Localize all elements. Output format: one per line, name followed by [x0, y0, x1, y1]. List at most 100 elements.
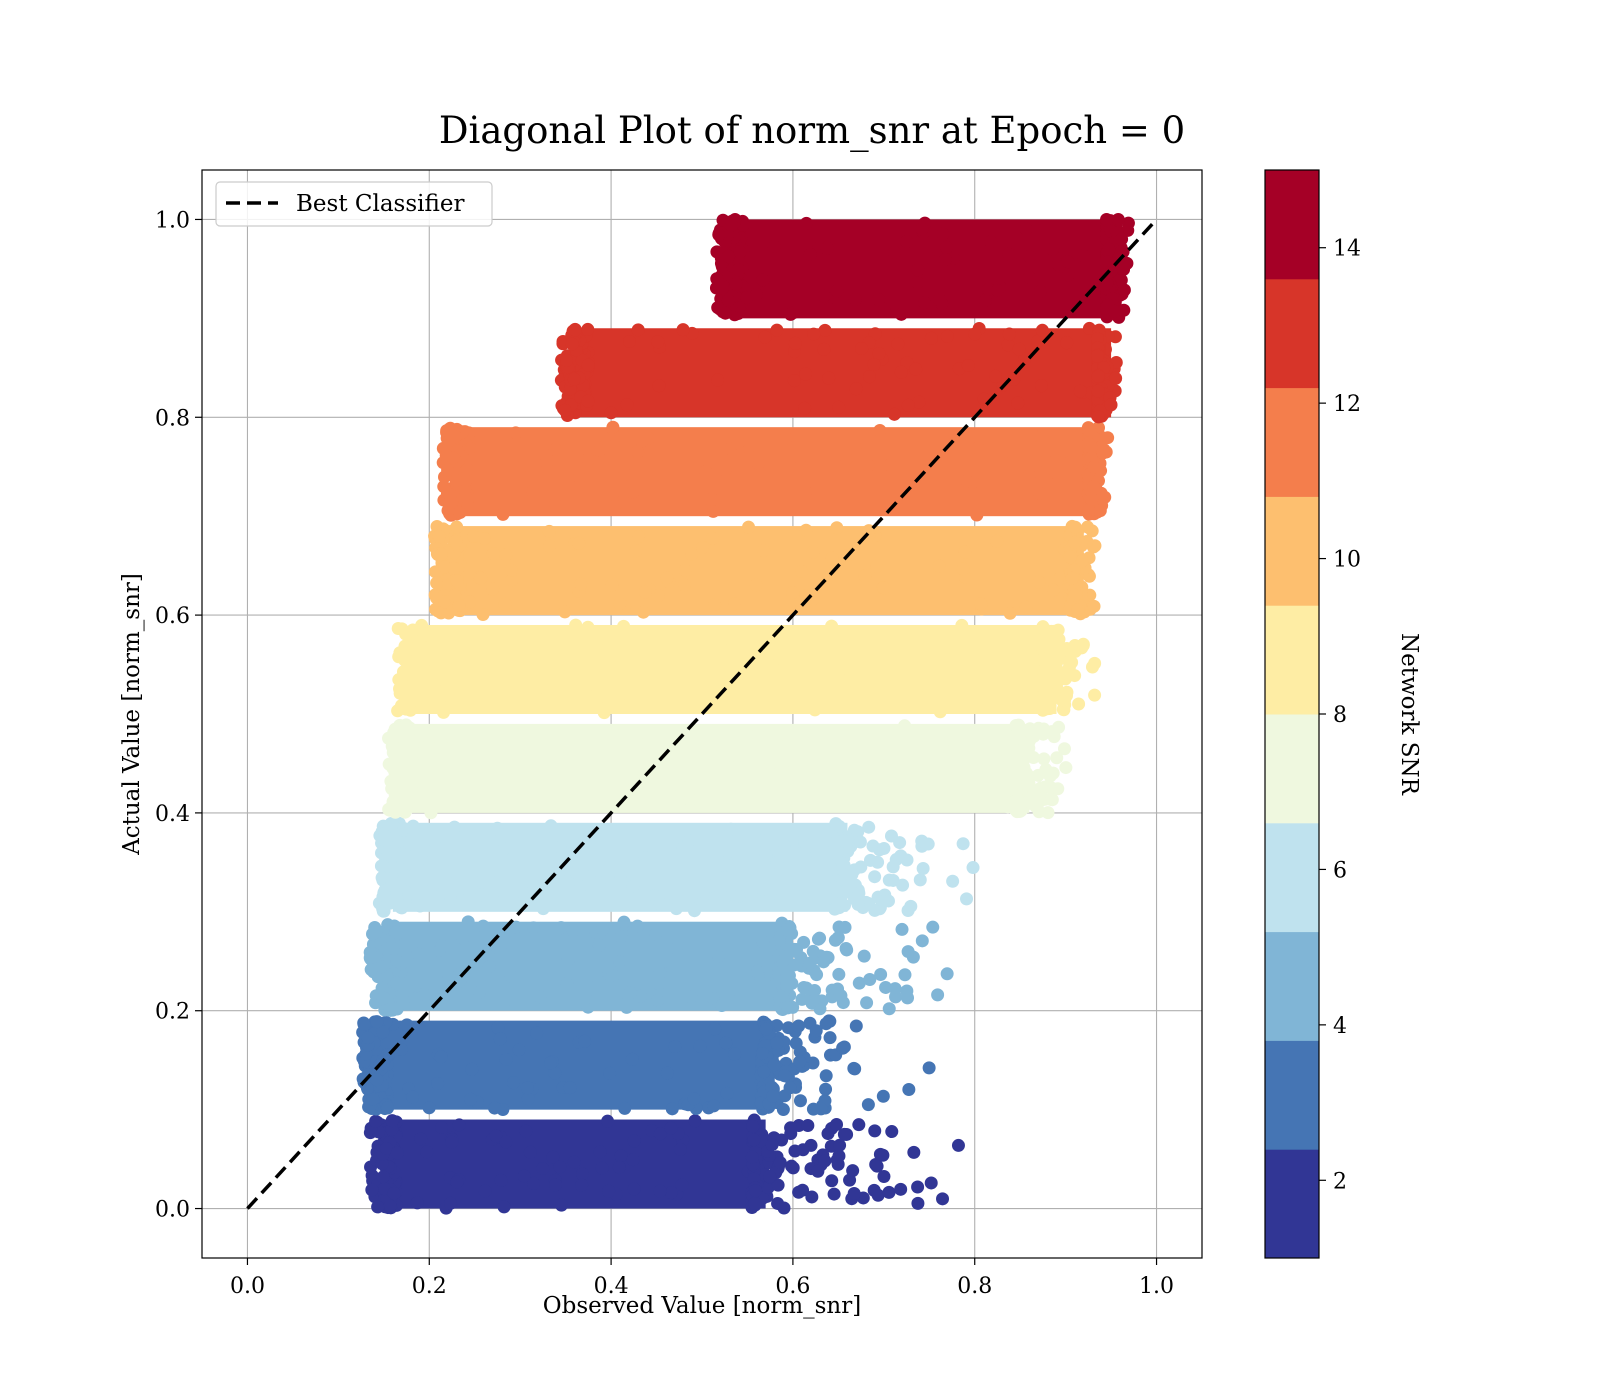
y-tick-label: 1.0 [155, 208, 190, 233]
data-point [406, 1090, 420, 1104]
data-point [645, 755, 659, 769]
data-point [651, 335, 665, 349]
data-point [763, 1169, 777, 1183]
data-point [853, 835, 867, 849]
data-point [397, 821, 411, 835]
data-point [1036, 620, 1050, 634]
colorbar-tick-label: 6 [1333, 858, 1347, 883]
band-core [447, 526, 1084, 616]
data-point [968, 327, 982, 341]
data-point [507, 1076, 521, 1090]
data-point [581, 358, 595, 372]
data-point [449, 534, 463, 548]
data-point [895, 922, 909, 936]
data-point [712, 228, 726, 242]
data-point [613, 954, 627, 968]
data-point [604, 406, 618, 420]
band-core [374, 1020, 775, 1110]
data-point [1039, 473, 1053, 487]
data-point [558, 403, 572, 417]
data-point [792, 1185, 806, 1199]
data-point [960, 474, 974, 488]
data-point [411, 947, 425, 961]
data-point [553, 840, 567, 854]
data-point [758, 330, 772, 344]
data-point [784, 307, 798, 321]
data-point [631, 445, 645, 459]
data-point [509, 678, 523, 692]
data-point [948, 740, 962, 754]
data-point [817, 342, 831, 356]
data-point [536, 698, 550, 712]
data-point [544, 1056, 558, 1070]
data-point [447, 820, 461, 834]
data-point [676, 323, 690, 337]
data-point [803, 247, 817, 261]
data-point [848, 293, 862, 307]
data-point [399, 718, 413, 732]
data-point [669, 941, 683, 955]
data-point [795, 992, 809, 1006]
data-point [1087, 599, 1101, 613]
data-point [811, 1164, 825, 1178]
data-point [901, 945, 915, 959]
data-point [1035, 323, 1049, 337]
data-point [765, 1138, 779, 1152]
data-point [620, 398, 634, 412]
data-point [843, 646, 857, 660]
data-point [450, 1175, 464, 1189]
data-point [421, 739, 435, 753]
data-point [483, 874, 497, 888]
data-point [808, 984, 822, 998]
data-point [751, 456, 765, 470]
data-point [1045, 725, 1059, 739]
data-point [936, 227, 950, 241]
data-point [825, 642, 839, 656]
data-point [915, 934, 929, 948]
data-point [882, 873, 896, 887]
data-point [494, 946, 508, 960]
data-point [1031, 334, 1045, 348]
data-point [673, 779, 687, 793]
data-point [652, 379, 666, 393]
data-point [696, 540, 710, 554]
data-point [391, 926, 405, 940]
data-point [379, 1141, 393, 1155]
x-axis-label: Observed Value [norm_snr] [543, 1293, 861, 1319]
data-point [554, 636, 568, 650]
data-point [793, 1094, 807, 1108]
data-point [840, 452, 854, 466]
data-point [1011, 396, 1025, 410]
data-point [675, 1178, 689, 1192]
data-point [443, 488, 457, 502]
data-point [746, 1119, 760, 1133]
data-point [1082, 321, 1096, 335]
data-point [1020, 771, 1034, 785]
data-point [441, 785, 455, 799]
data-point [556, 337, 570, 351]
data-point [1109, 371, 1123, 385]
data-point [477, 532, 491, 546]
data-point [851, 825, 865, 839]
data-point [974, 597, 988, 611]
band-core [402, 723, 1030, 813]
data-point [656, 766, 670, 780]
data-point [911, 1196, 925, 1210]
data-point [728, 1047, 742, 1061]
data-point [915, 222, 929, 236]
data-point [1076, 248, 1090, 262]
data-point [1067, 640, 1081, 654]
data-point [806, 944, 820, 958]
data-point [434, 736, 448, 750]
data-point [801, 661, 815, 675]
y-tick-label: 0.0 [155, 1198, 190, 1223]
data-point [660, 1066, 674, 1080]
data-point [444, 892, 458, 906]
data-point [626, 879, 640, 893]
chart-title: Diagonal Plot of norm_snr at Epoch = 0 [439, 109, 1185, 153]
data-point [1091, 384, 1105, 398]
data-point [819, 1017, 833, 1031]
data-point [776, 954, 790, 968]
data-point [748, 1196, 762, 1210]
data-point [427, 834, 441, 848]
